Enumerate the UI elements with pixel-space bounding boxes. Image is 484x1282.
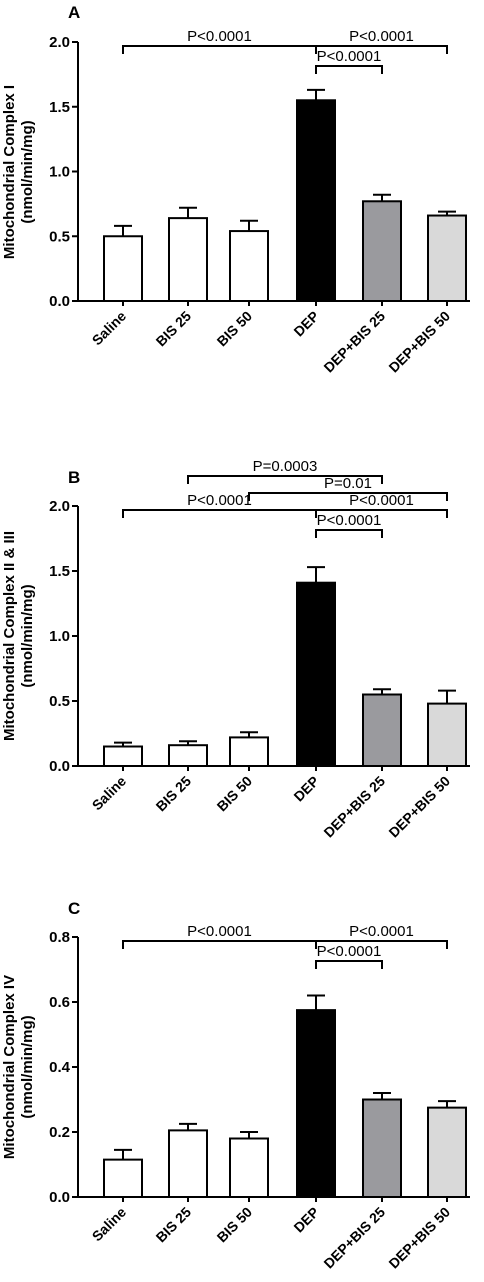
x-tick-label: BIS 25 [153, 773, 195, 815]
y-tick-label: 0.2 [49, 1124, 70, 1141]
y-tick-label: 0.5 [49, 228, 70, 245]
panel-a: A Mitochondrial Complex I (nmol/min/mg) … [1, 3, 470, 376]
bar [296, 581, 336, 768]
bar [362, 1098, 402, 1198]
bar [103, 1158, 143, 1198]
bar [168, 217, 208, 302]
y-tick-label: 0.0 [49, 1189, 70, 1206]
x-tick-label: DEP+BIS 25 [320, 308, 388, 376]
y-tick-label: 1.5 [49, 563, 70, 580]
panel-letter: B [68, 468, 80, 487]
x-tick-label: DEP+BIS 50 [385, 773, 453, 841]
significance-bracket [315, 65, 383, 74]
significance-bracket [248, 492, 448, 501]
bar [103, 745, 143, 767]
x-tick-label: Saline [89, 1204, 130, 1245]
x-tick-label: Saline [89, 308, 130, 349]
x-tick-label: DEP+BIS 25 [320, 773, 388, 841]
x-tick-label: DEP [290, 1204, 322, 1236]
x-tick-label: DEP+BIS 50 [385, 1204, 453, 1272]
p-value-label: P<0.0001 [349, 28, 414, 45]
y-axis-label: Mitochondrial Complex I [1, 85, 18, 259]
panel-letter: A [68, 3, 80, 22]
p-value-label: P<0.0001 [349, 492, 414, 509]
significance-bracket [315, 509, 448, 518]
p-value-label: P<0.0001 [317, 48, 382, 65]
y-tick-label: 0.0 [49, 293, 70, 310]
y-tick-label: 1.0 [49, 164, 70, 181]
bar [362, 693, 402, 767]
y-axis-label: Mitochondrial Complex II & III [1, 531, 18, 741]
significance-bracket [187, 475, 383, 484]
panel-letter: C [68, 899, 80, 918]
bar [229, 736, 269, 768]
x-tick-label: DEP [290, 773, 322, 805]
p-value-label: P<0.0001 [187, 28, 252, 45]
y-tick-label: 2.0 [49, 34, 70, 51]
p-value-label: P<0.0001 [187, 492, 252, 509]
x-tick-label: Saline [89, 773, 130, 814]
bar [427, 1106, 467, 1198]
p-value-label: P=0.01 [324, 475, 372, 492]
y-axis-unit: (nmol/min/mg) [19, 584, 36, 687]
y-axis-label: Mitochondrial Complex IV [1, 975, 18, 1159]
x-tick-label: DEP+BIS 25 [320, 1204, 388, 1272]
bar [427, 702, 467, 767]
bar [296, 99, 336, 303]
bar [229, 1137, 269, 1198]
x-tick-label: BIS 50 [214, 773, 256, 815]
p-value-label: P=0.0003 [253, 458, 318, 475]
y-axis-unit: (nmol/min/mg) [19, 120, 36, 223]
significance-bracket [122, 45, 317, 54]
y-tick-label: 1.5 [49, 99, 70, 116]
bar [103, 235, 143, 302]
bar [296, 1009, 336, 1198]
y-axis-unit: (nmol/min/mg) [19, 1015, 36, 1118]
panel-b: B Mitochondrial Complex II & III (nmol/m… [1, 458, 470, 841]
x-tick-label: BIS 25 [153, 308, 195, 350]
p-value-label: P<0.0001 [349, 923, 414, 940]
significance-bracket [122, 940, 317, 949]
bar [168, 1129, 208, 1198]
y-tick-label: 1.0 [49, 628, 70, 645]
p-value-label: P<0.0001 [317, 512, 382, 529]
significance-bracket [315, 960, 383, 969]
y-tick-label: 2.0 [49, 498, 70, 515]
significance-bracket [315, 529, 383, 538]
significance-bracket [122, 509, 317, 518]
significance-bracket [315, 940, 448, 949]
y-tick-label: 0.5 [49, 693, 70, 710]
y-tick-label: 0.0 [49, 758, 70, 775]
x-tick-label: DEP [290, 308, 322, 340]
bar [168, 744, 208, 768]
x-tick-label: BIS 50 [214, 308, 256, 350]
significance-bracket [315, 45, 448, 54]
x-tick-label: BIS 50 [214, 1204, 256, 1246]
x-tick-label: DEP+BIS 50 [385, 308, 453, 376]
p-value-label: P<0.0001 [317, 943, 382, 960]
bar [427, 214, 467, 302]
p-value-label: P<0.0001 [187, 923, 252, 940]
panel-c: C Mitochondrial Complex IV (nmol/min/mg)… [1, 899, 470, 1272]
bar [362, 200, 402, 302]
y-tick-label: 0.8 [49, 929, 70, 946]
bar [229, 230, 269, 303]
y-tick-label: 0.6 [49, 994, 70, 1011]
x-tick-label: BIS 25 [153, 1204, 195, 1246]
y-tick-label: 0.4 [49, 1059, 71, 1076]
